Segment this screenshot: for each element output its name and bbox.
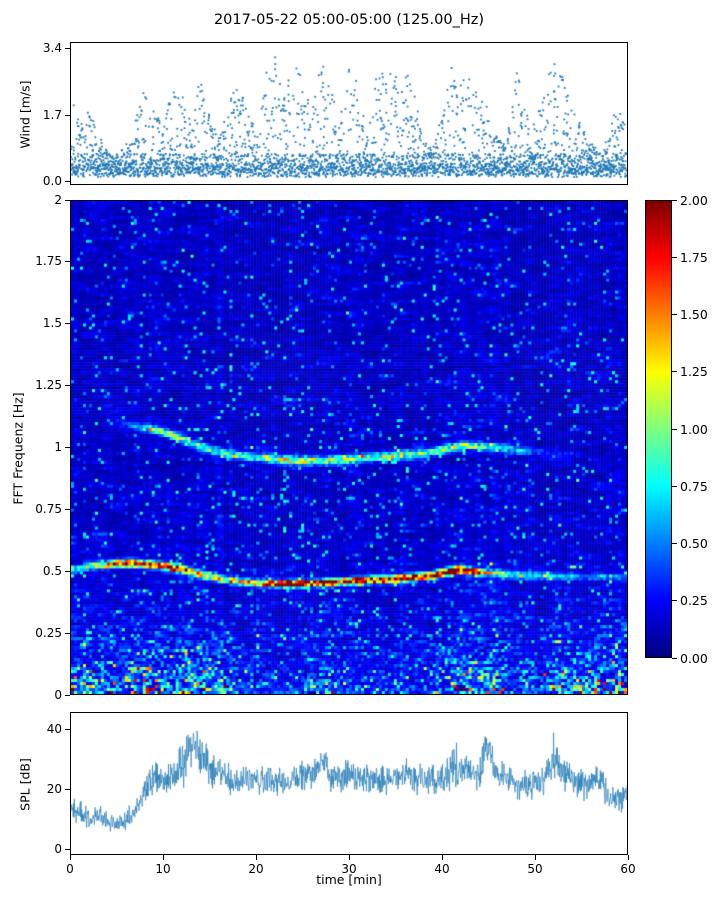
colorbar-tick: [672, 314, 677, 315]
spec-y-tick-label: 0.25: [35, 625, 62, 640]
chart-title: 2017-05-22 05:00-05:00 (125.00_Hz): [213, 12, 485, 28]
colorbar-tick-label: 1.25: [680, 364, 708, 380]
colorbar-tick: [672, 428, 677, 430]
colorbar-tick: [672, 657, 677, 659]
x-tick: [69, 855, 71, 860]
spec-y-tick: [65, 385, 70, 387]
colorbar-canvas: [646, 201, 671, 657]
spec-y-tick-label: 0.75: [35, 501, 62, 516]
x-tick-label: 10: [155, 862, 171, 876]
wind-y-tick: [65, 181, 70, 183]
spec-y-tick-label: 0.5: [42, 563, 62, 578]
x-tick-label: 30: [341, 862, 357, 876]
spectrogram-canvas: [71, 201, 627, 694]
wind-y-tick: [65, 114, 70, 116]
spec-y-tick: [65, 570, 70, 572]
x-tick: [441, 855, 443, 860]
x-tick-label: 50: [527, 862, 543, 876]
spl-y-tick-label: 20: [46, 781, 62, 796]
wind-y-tick-label: 3.4: [42, 40, 62, 55]
colorbar-tick-label: 0.25: [680, 593, 708, 609]
wind-scatter-canvas: [71, 43, 627, 184]
x-tick: [534, 855, 536, 860]
spec-y-tick-label: 0: [54, 687, 62, 702]
x-tick-label: 40: [434, 862, 450, 876]
x-axis-label: time [min]: [316, 872, 382, 887]
colorbar-tick: [672, 371, 677, 373]
wind-axes: [70, 42, 628, 185]
x-tick: [255, 855, 257, 860]
x-tick: [162, 855, 164, 860]
colorbar-tick-label: 0.00: [680, 650, 708, 666]
colorbar-tick-label: 0.50: [680, 536, 708, 551]
spl-axes: [70, 712, 628, 855]
spec-y-tick: [65, 323, 70, 325]
spec-y-tick: [65, 199, 70, 201]
spl-y-tick-label: 0: [54, 841, 62, 856]
spl-y-tick: [65, 788, 70, 790]
x-tick-label: 0: [66, 862, 74, 876]
colorbar-tick-label: 1.50: [680, 307, 708, 322]
spec-y-tick-label: 1.25: [35, 378, 62, 393]
spec-y-tick: [65, 632, 70, 634]
colorbar-tick-label: 1.75: [680, 249, 708, 265]
x-tick: [627, 855, 629, 860]
x-tick-label: 60: [620, 862, 636, 876]
spec-y-tick: [65, 261, 70, 263]
colorbar-tick: [672, 199, 677, 201]
spec-y-tick-label: 2: [54, 192, 62, 207]
colorbar-tick: [672, 600, 677, 602]
spectrogram-axes: [70, 200, 628, 695]
x-tick: [348, 855, 350, 860]
colorbar-tick-label: 2.00: [680, 192, 708, 208]
spec-y-tick-label: 1.75: [35, 254, 62, 269]
wind-y-tick: [65, 47, 70, 49]
colorbar-tick: [672, 543, 677, 544]
x-tick-label: 20: [248, 862, 264, 876]
colorbar-axes: [645, 200, 672, 658]
wind-y-tick-label: 0.0: [42, 174, 62, 189]
spec-y-tick-label: 1.5: [42, 316, 62, 331]
spec-y-tick: [65, 447, 70, 448]
spl-y-tick: [65, 729, 70, 731]
colorbar-tick-label: 1.00: [680, 421, 708, 437]
spl-line-canvas: [71, 713, 627, 854]
wind-y-tick-label: 1.7: [42, 107, 62, 122]
spec-y-tick-label: 1: [54, 440, 62, 454]
colorbar-tick-label: 0.75: [680, 478, 708, 494]
colorbar-tick: [672, 485, 677, 487]
spec-y-tick: [65, 694, 70, 696]
spec-y-tick: [65, 508, 70, 510]
spl-y-tick-label: 40: [46, 722, 62, 737]
colorbar-tick: [672, 256, 677, 258]
spl-y-tick: [65, 848, 70, 850]
